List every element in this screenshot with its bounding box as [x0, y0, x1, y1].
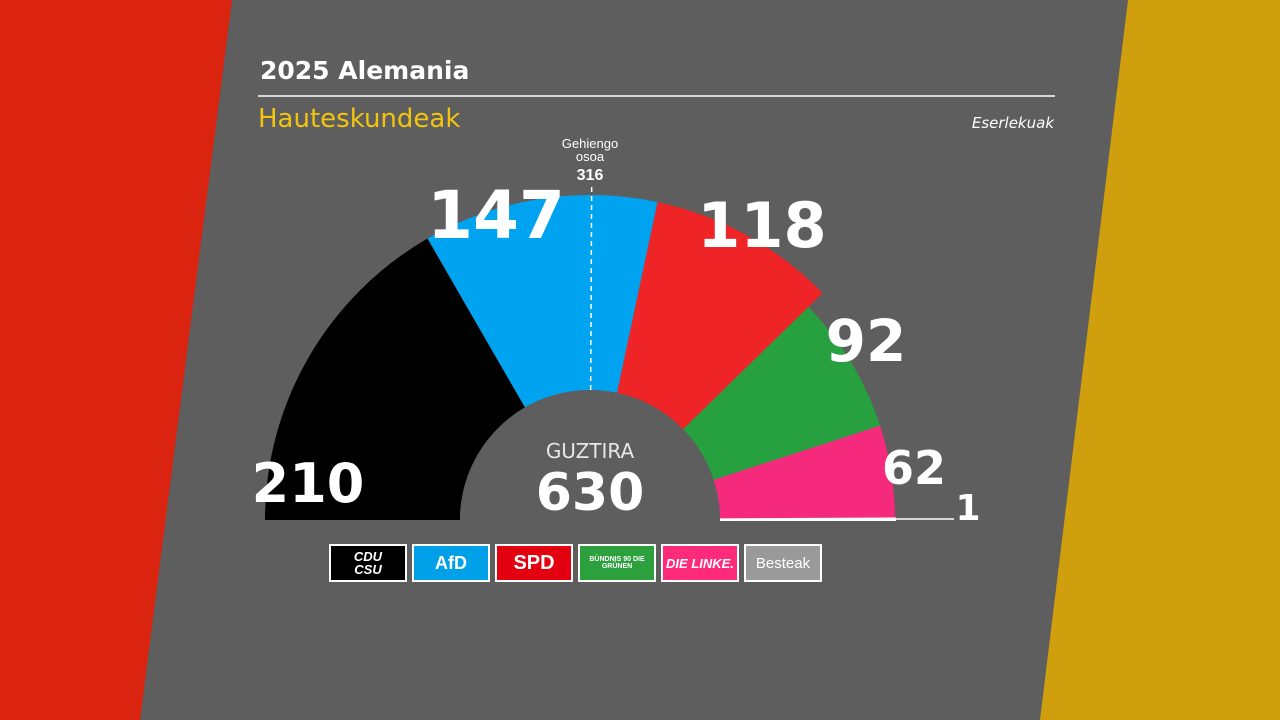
majority-label-line1: Gehiengo	[562, 136, 618, 151]
value-label-cdu-csu: 210	[252, 452, 365, 515]
majority-value: 316	[577, 167, 604, 184]
slice-cdu-csu	[265, 238, 525, 520]
cdu-csu-logo-icon: CDU CSU	[329, 544, 407, 582]
gruene-logo-icon: BÜNDNIS 90 DIE GRÜNEN	[578, 544, 656, 582]
party-legend: CDU CSU AfD SPD BÜNDNIS 90 DIE GRÜNEN DI…	[329, 544, 822, 582]
die-linke-logo-text: DIE LINKE.	[666, 555, 734, 571]
spd-logo-icon: SPD	[495, 544, 573, 582]
spd-logo-text: SPD	[513, 552, 555, 574]
title-divider	[258, 95, 1055, 97]
page-title: 2025 Alemania	[260, 56, 470, 85]
majority-line	[589, 185, 593, 391]
unit-label: Eserlekuak	[971, 114, 1054, 132]
majority-label-line2: osoa	[576, 149, 605, 164]
cdu-csu-logo-text: CDU CSU	[353, 549, 383, 577]
slice-spd	[617, 202, 823, 430]
value-label-die-linke: 62	[882, 441, 946, 495]
afd-logo-text: AfD	[435, 553, 467, 573]
slice-afd	[427, 194, 658, 408]
value-label-spd: 118	[697, 189, 826, 262]
gold-flag-stripe	[1040, 0, 1280, 720]
page-subtitle: Hauteskundeak	[258, 104, 461, 134]
besteak-label: Besteak	[755, 554, 811, 572]
value-label-besteak: 1	[955, 488, 980, 529]
besteak-box-icon: Besteak	[744, 544, 822, 582]
red-flag-stripe	[0, 0, 232, 720]
total-label: GUZTIRA	[546, 439, 635, 463]
chart-inner-hole	[460, 390, 720, 650]
afd-logo-icon: AfD	[412, 544, 490, 582]
die-linke-logo-icon: DIE LINKE.	[661, 544, 739, 582]
slice-besteak	[718, 517, 897, 521]
value-label-afd: 147	[427, 177, 565, 254]
slice-die-linke	[713, 425, 895, 520]
gruene-logo-text: BÜNDNIS 90 DIE GRÜNEN	[589, 556, 645, 570]
total-value: 630	[536, 463, 645, 523]
value-label-gr-ne: 92	[826, 307, 907, 375]
slice-gr-ne	[683, 307, 881, 480]
